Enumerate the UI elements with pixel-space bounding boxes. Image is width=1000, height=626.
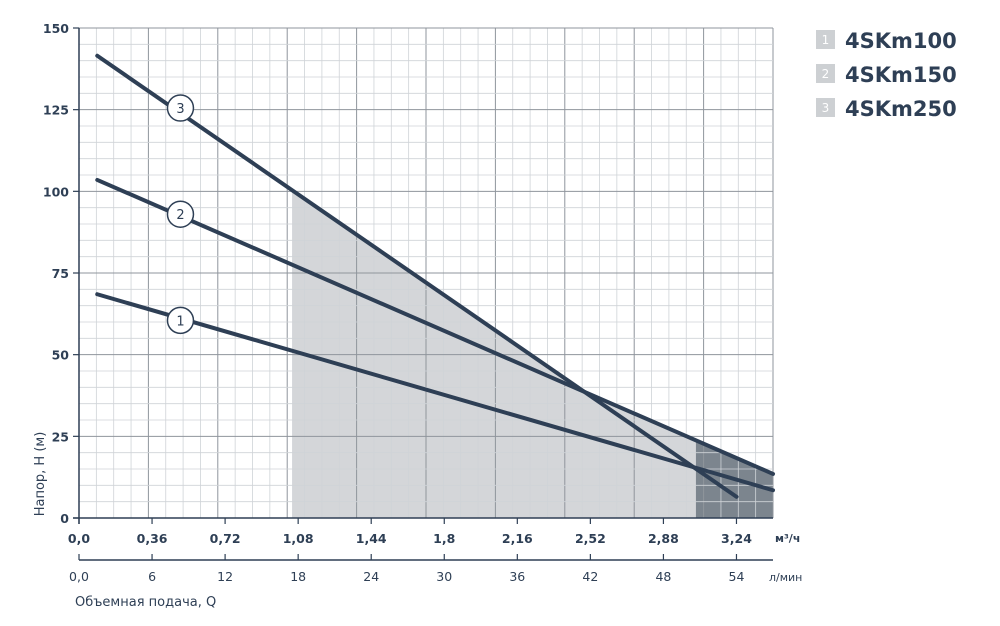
legend-num-2: 2 [822, 67, 830, 81]
legend-box-1 [816, 30, 835, 49]
legend-num-3: 3 [822, 101, 830, 115]
legend-label-3: 4SKm250 [845, 97, 957, 121]
curve-4SKm250 [95, 53, 739, 499]
x2-tick-label: 12 [217, 569, 233, 584]
curve-marker-label-3: 3 [176, 102, 184, 117]
grid [78, 27, 774, 519]
x-tick-label: 1,08 [283, 531, 314, 546]
y-tick-label: 150 [43, 21, 69, 36]
x-axis-label: Объемная подача, Q [75, 595, 216, 610]
x2-tick-label: 30 [436, 569, 452, 584]
y-tick-label: 25 [52, 429, 69, 444]
y-tick-label: 0 [60, 511, 69, 526]
x2-tick-label: 18 [290, 569, 306, 584]
x2-tick-label: 6 [148, 569, 156, 584]
x2-tick-label: 42 [582, 569, 598, 584]
x-tick-label: 0,36 [137, 531, 168, 546]
y-axis-label: Напор, Н (м) [33, 432, 48, 517]
x2-tick-label: 36 [509, 569, 525, 584]
x-tick-label: 0,0 [68, 531, 90, 546]
curve-marker-3 [166, 94, 195, 122]
legend-box-2 [816, 64, 835, 83]
y-tick-label: 125 [43, 103, 69, 118]
legend-label-2: 4SKm150 [845, 63, 957, 87]
x-tick-label: 2,52 [575, 531, 606, 546]
x-tick-label: 1,44 [356, 531, 387, 546]
legend: 1 4SKm100 2 4SKm150 3 4SKm250 [816, 29, 957, 121]
legend-box-3 [816, 98, 835, 117]
legend-label-1: 4SKm100 [845, 29, 957, 53]
x2-tick-label: 0,0 [69, 569, 89, 584]
y-tick-label: 50 [52, 348, 70, 363]
curve-4SKm150 [95, 177, 775, 476]
x-tick-label: 1,8 [433, 531, 455, 546]
curve-marker-1 [166, 306, 195, 335]
x-tick-label: 3,24 [721, 531, 752, 546]
y-tick-label: 100 [43, 184, 69, 199]
y-tick-label: 75 [52, 266, 69, 281]
x2-tick-label: 54 [729, 569, 745, 584]
curve-4SKm100 [95, 292, 775, 493]
x2-axis-unit: л/мин [769, 571, 802, 584]
x-tick-label: 2,88 [648, 531, 679, 546]
x-tick-label: 0,72 [210, 531, 241, 546]
performance-curves: 1 2 3 [95, 53, 775, 499]
curve-marker-label-1: 1 [176, 314, 184, 329]
curve-marker-2 [166, 200, 195, 228]
x2-tick-label: 48 [655, 569, 671, 584]
x-tick-label: 2,16 [502, 531, 533, 546]
axes: 0 25 50 75 100 125 150 0,0 0,36 0,72 1,08 1,44 1,8 2,… [43, 21, 773, 584]
legend-num-1: 1 [822, 33, 830, 47]
x2-tick-label: 24 [363, 569, 379, 584]
x-axis-unit: м³/ч [775, 532, 800, 545]
curve-marker-label-2: 2 [176, 208, 184, 223]
